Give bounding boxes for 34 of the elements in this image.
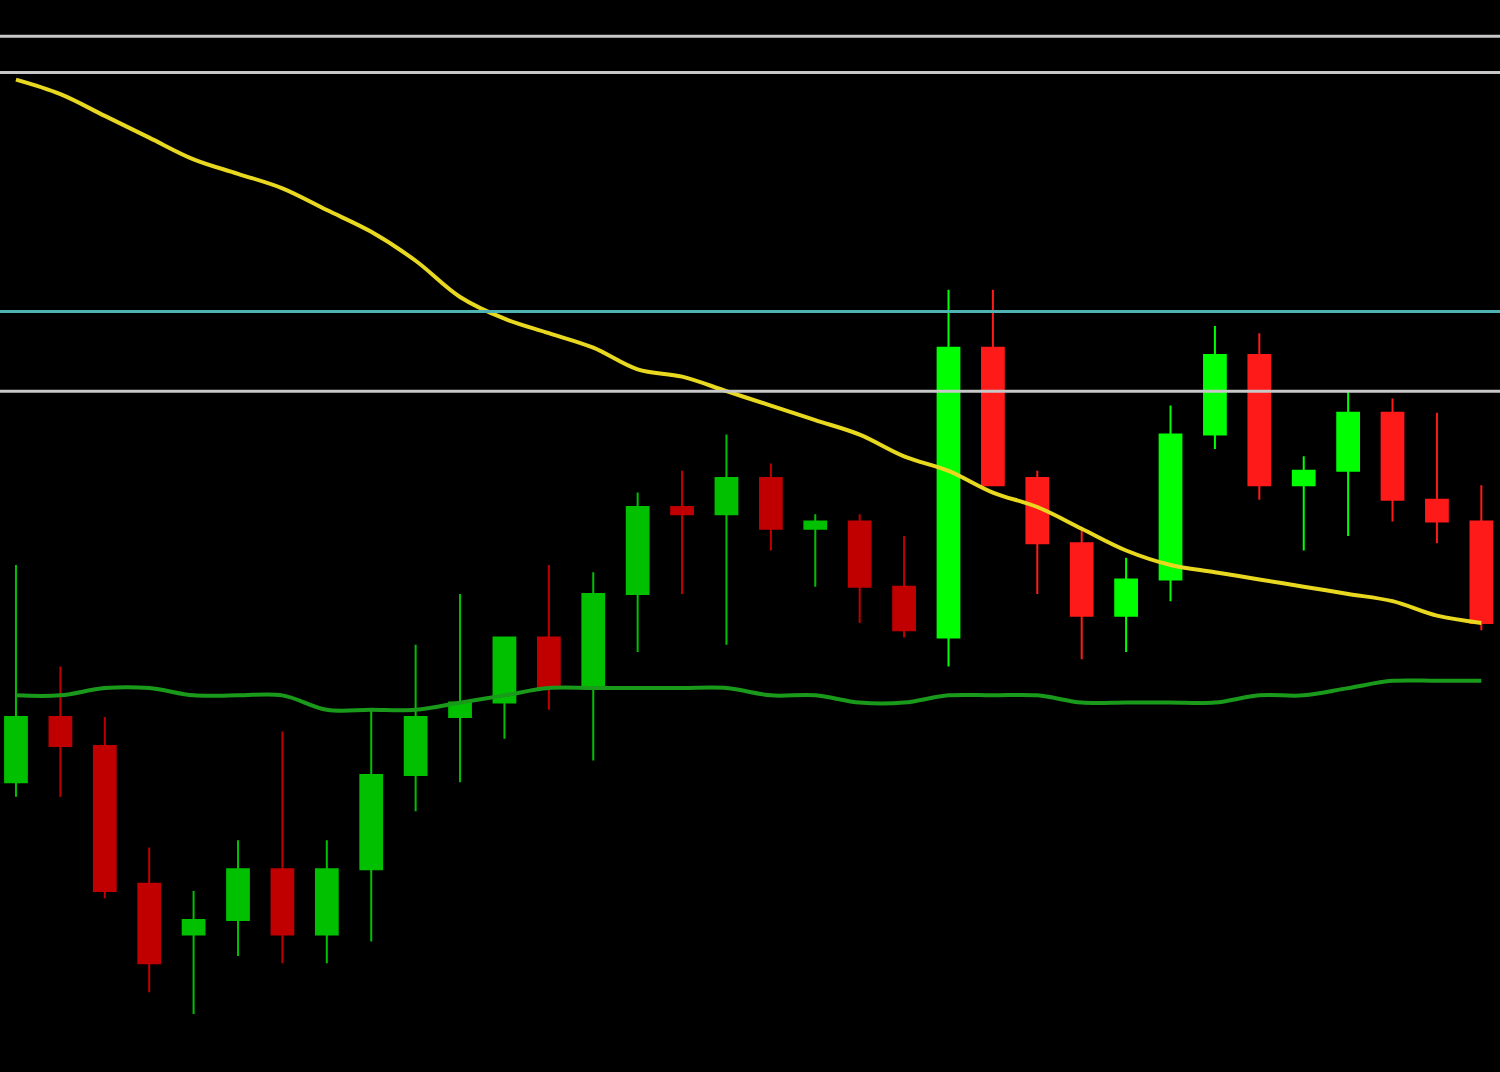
candlestick (1069, 527, 1094, 661)
candlestick (1158, 404, 1183, 603)
candlestick (759, 462, 783, 552)
candlestick (1469, 484, 1494, 632)
candlestick (4, 563, 28, 798)
candlestick (981, 288, 1005, 487)
candlestick (1114, 556, 1138, 653)
candlestick (314, 839, 339, 965)
candlestick (359, 708, 384, 943)
candlestick (137, 846, 162, 994)
candlestick (48, 665, 73, 798)
candlestick (1336, 390, 1361, 537)
candlestick (847, 513, 872, 624)
candlestick (403, 643, 428, 813)
candlestick (1380, 397, 1405, 523)
candlestick (1203, 324, 1227, 451)
candlestick (92, 716, 117, 900)
candlestick (581, 571, 606, 762)
candlestick (448, 592, 472, 784)
candlestick (714, 433, 739, 646)
candlestick (803, 513, 828, 588)
candlestick (936, 288, 961, 668)
candlestick (536, 563, 561, 711)
candlestick (670, 469, 694, 595)
candlestick (492, 636, 517, 740)
candlestick (226, 839, 250, 958)
candlestick (181, 889, 206, 1016)
candlestick (1291, 455, 1316, 552)
candlestick (1247, 332, 1272, 501)
candlestick (1425, 411, 1449, 545)
candlestick (1025, 469, 1050, 595)
candlestick (625, 491, 650, 653)
candlestick (892, 535, 916, 639)
candlestick (270, 730, 295, 965)
